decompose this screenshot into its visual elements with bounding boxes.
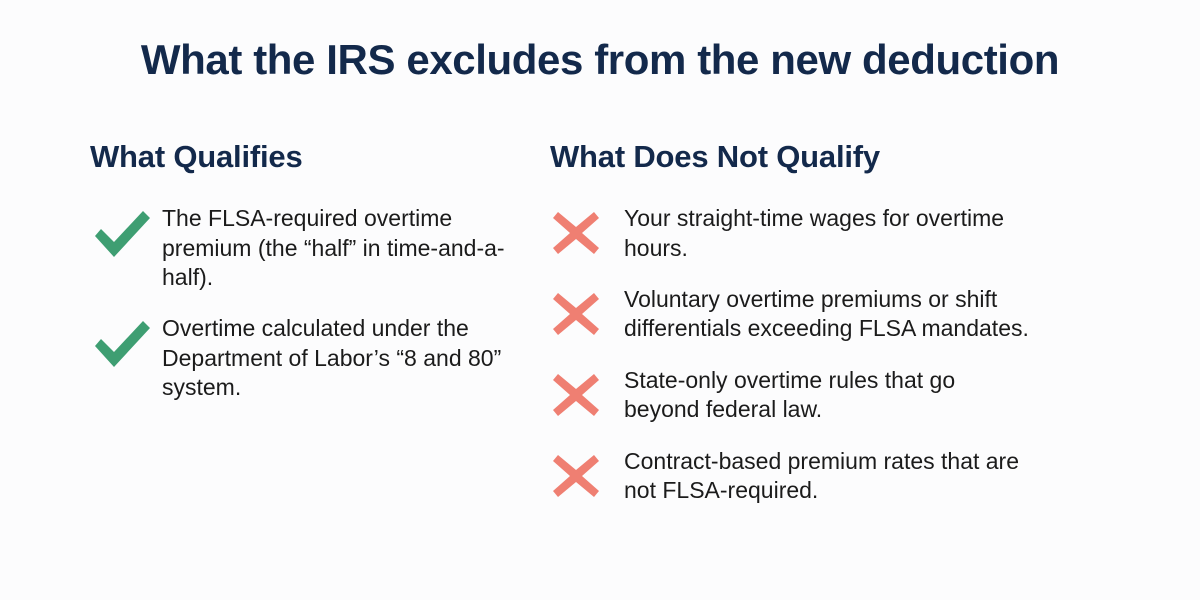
list-item-text: State-only overtime rules that go beyond… [624,366,956,423]
list-item: Overtime calculated under the Department… [90,314,535,402]
cross-icon [550,204,624,257]
list-item: Your straight-time wages for overtime ho… [550,204,1110,263]
list-item: State-only overtime rules that go beyond… [550,366,1110,425]
list-item: Contract-based premium rates that are no… [550,447,1110,506]
cross-icon [550,447,624,500]
page-title: What the IRS excludes from the new deduc… [140,36,1060,83]
qualifies-list: The FLSA-required overtime premium (the … [90,204,535,403]
list-item-text: Your straight-time wages for overtime ho… [624,205,1005,261]
list-item-text: The FLSA-required overtime premium (the … [162,205,505,290]
comparison-columns: What Qualifies The FLSA-required overtim… [0,139,1200,506]
column-heading-qualifies: What Qualifies [90,139,303,174]
column-what-qualifies: What Qualifies The FLSA-required overtim… [0,139,535,403]
list-item-text: Contract-based premium rates that are no… [624,447,1020,504]
cross-icon [550,366,624,419]
list-item: The FLSA-required overtime premium (the … [90,204,535,292]
check-icon [90,204,162,262]
cross-icon [550,285,624,338]
list-item-text: Voluntary overtime premiums or shift dif… [624,285,1029,342]
column-heading-does-not-qualify: What Does Not Qualify [550,139,880,174]
check-icon [90,314,162,372]
list-item-text: Overtime calculated under the Department… [162,315,502,401]
does-not-qualify-list: Your straight-time wages for overtime ho… [550,204,1110,506]
list-item: Voluntary overtime premiums or shift dif… [550,285,1110,344]
column-what-does-not-qualify: What Does Not Qualify Your straight-time… [535,139,1110,506]
